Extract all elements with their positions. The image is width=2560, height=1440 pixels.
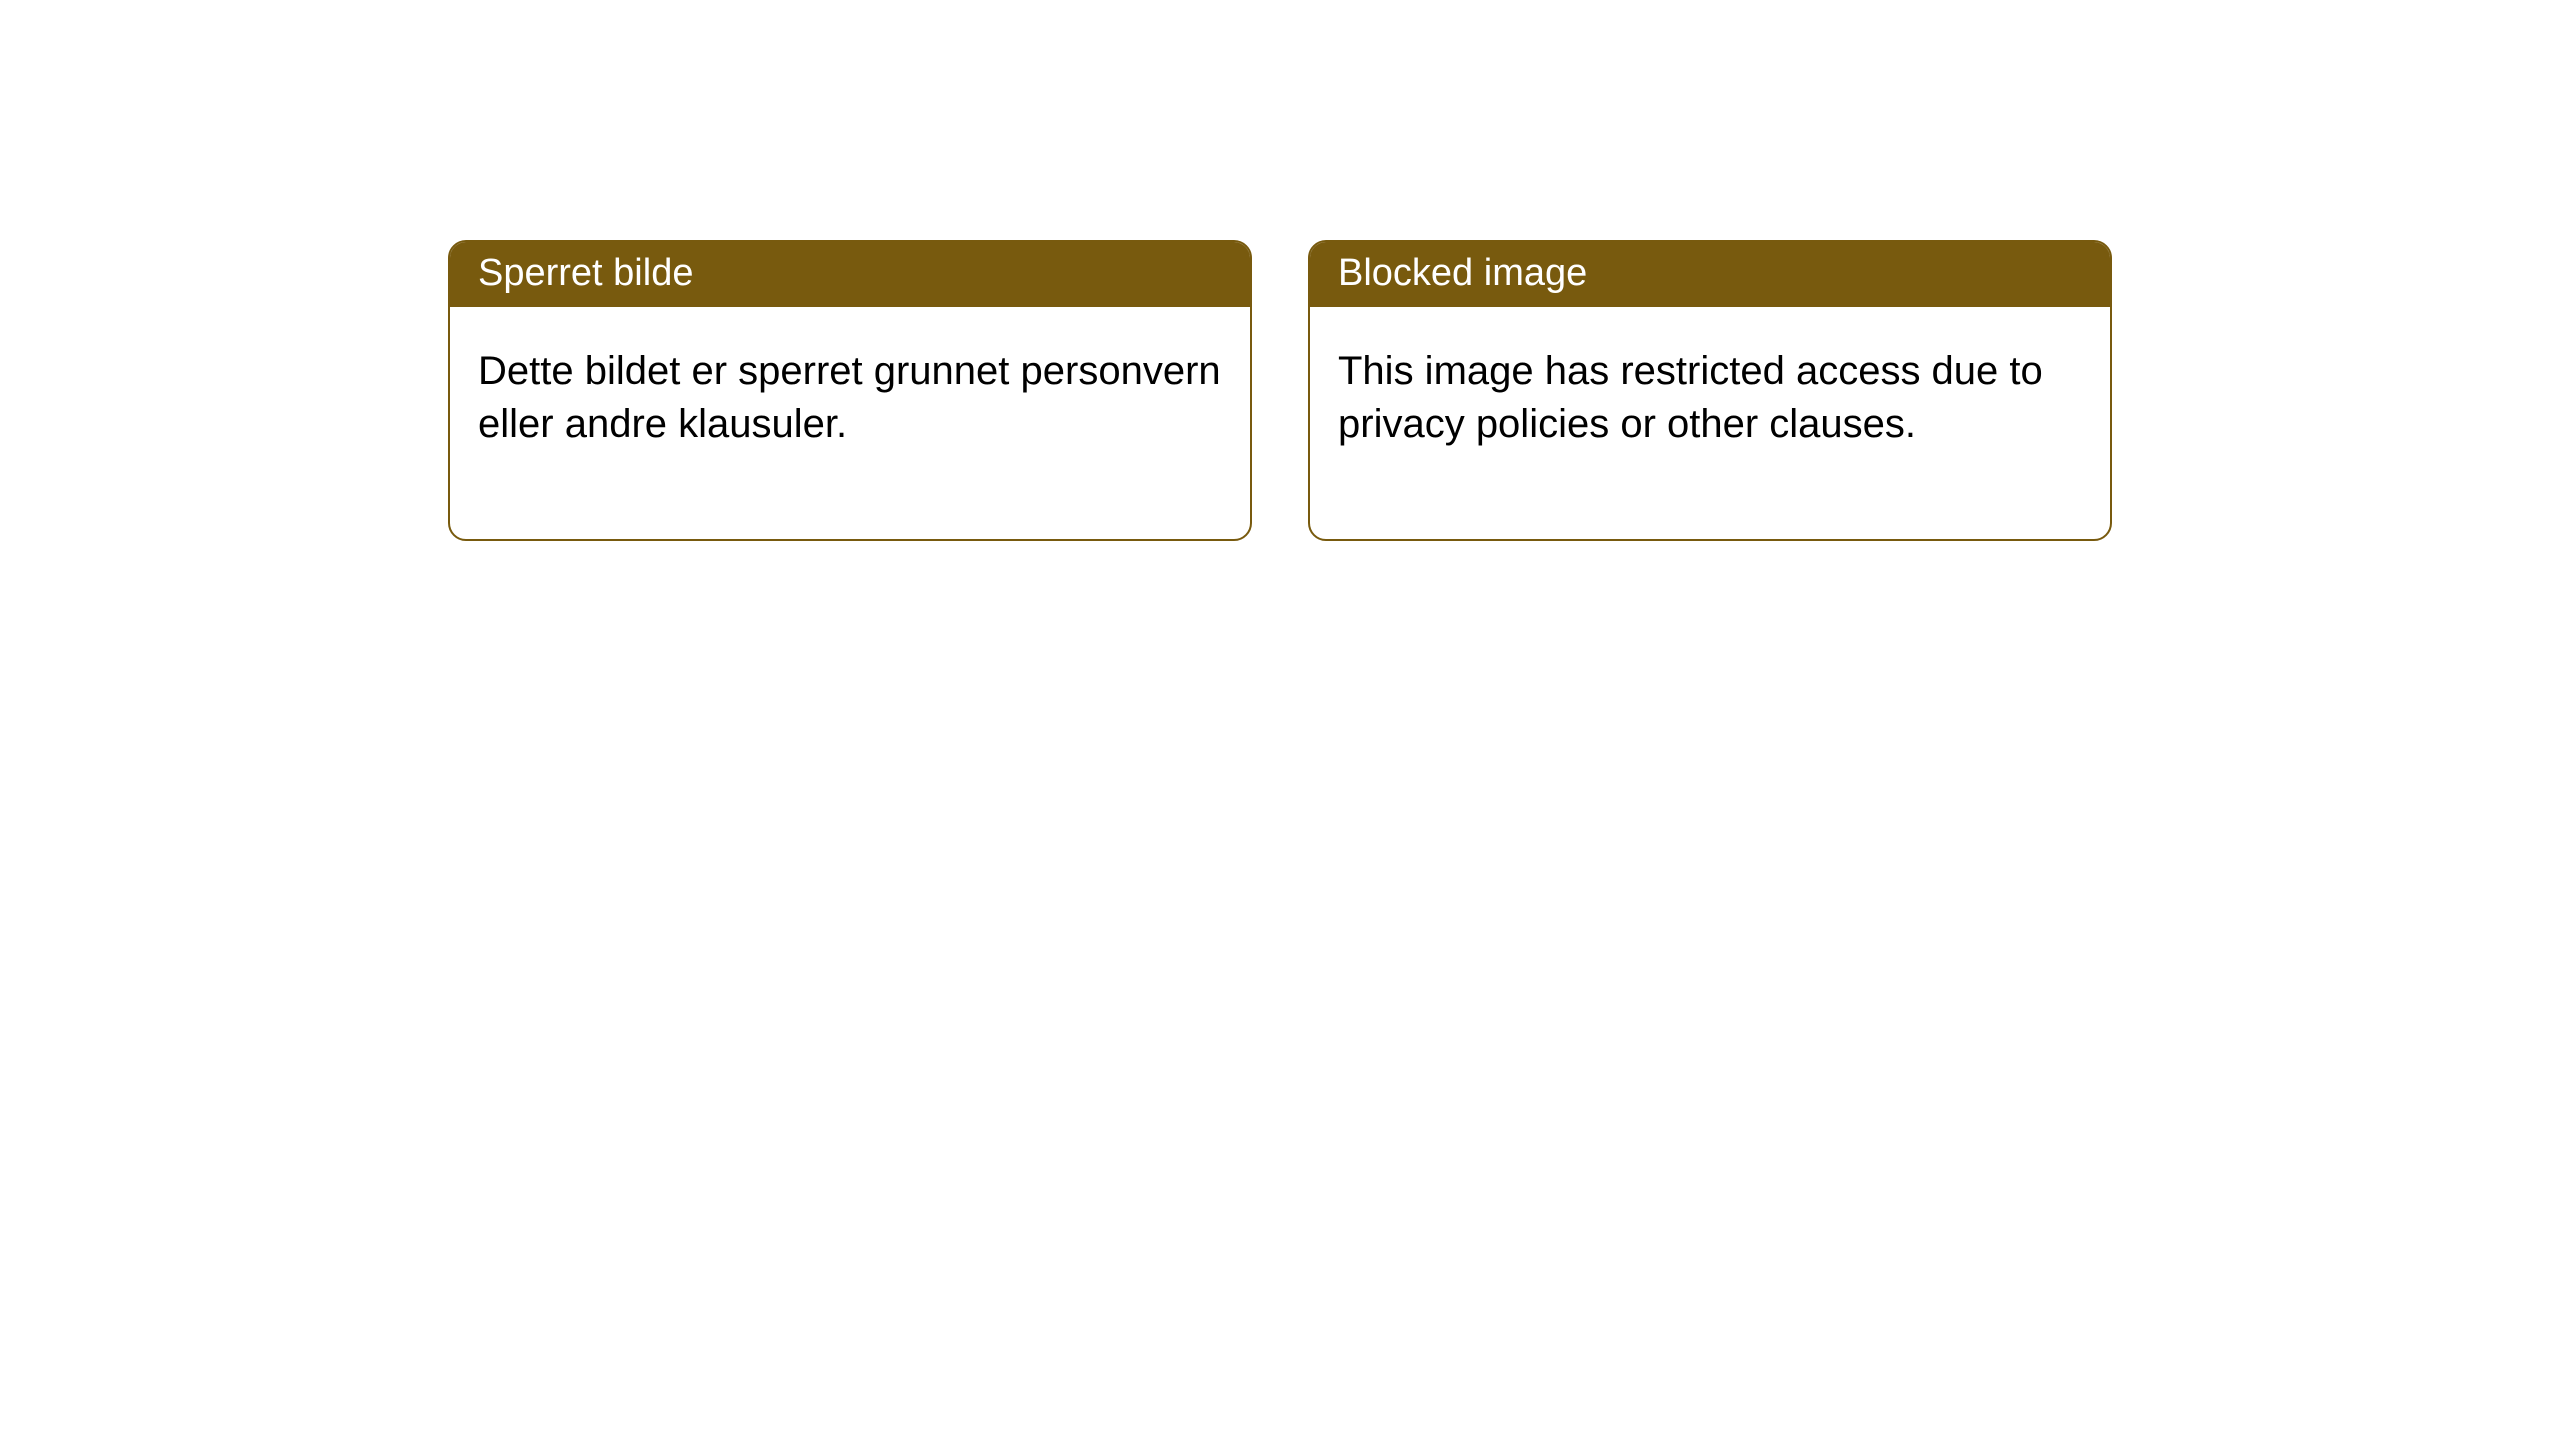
notice-card-header: Sperret bilde <box>450 242 1250 307</box>
notice-card-text: This image has restricted access due to … <box>1338 349 2043 446</box>
notice-card-english: Blocked image This image has restricted … <box>1308 240 2112 541</box>
notice-card-body: This image has restricted access due to … <box>1310 307 2110 539</box>
notice-card-body: Dette bildet er sperret grunnet personve… <box>450 307 1250 539</box>
notice-card-header: Blocked image <box>1310 242 2110 307</box>
notice-card-title: Sperret bilde <box>478 252 693 294</box>
notice-cards-container: Sperret bilde Dette bildet er sperret gr… <box>0 0 2560 541</box>
notice-card-title: Blocked image <box>1338 252 1587 294</box>
notice-card-text: Dette bildet er sperret grunnet personve… <box>478 349 1221 446</box>
notice-card-norwegian: Sperret bilde Dette bildet er sperret gr… <box>448 240 1252 541</box>
